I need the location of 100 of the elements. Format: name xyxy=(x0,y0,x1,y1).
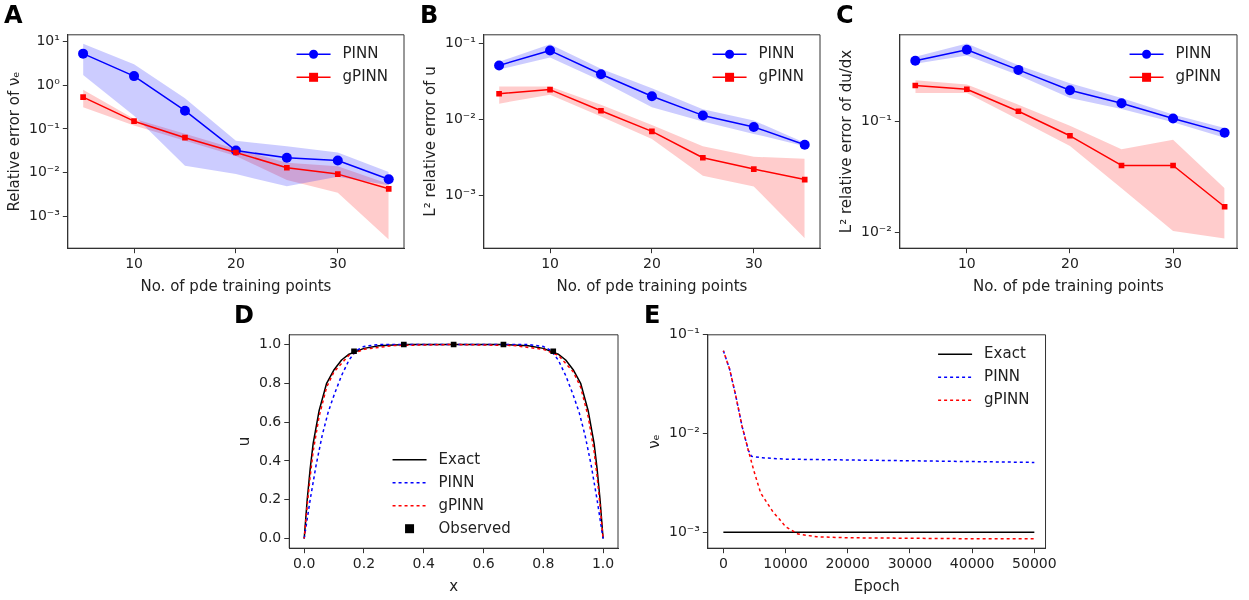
y-tick-label: 10⁻³ xyxy=(444,185,476,202)
x-tick-label: 10 xyxy=(541,255,559,272)
point xyxy=(1219,127,1230,138)
y-tick-label: 10⁻¹ xyxy=(444,33,476,50)
point xyxy=(80,94,86,100)
chart-title: E xyxy=(644,300,661,329)
y-axis-title: L² relative error of du/dx xyxy=(836,49,855,234)
point xyxy=(1116,98,1127,109)
point xyxy=(494,60,505,71)
point xyxy=(964,86,970,93)
y-tick-label: 10⁻² xyxy=(860,222,892,239)
legend-label: PINN xyxy=(342,44,379,63)
legend-label: gPINN xyxy=(758,67,805,86)
x-tick-label: 30 xyxy=(328,255,347,272)
point xyxy=(595,69,606,80)
x-tick-label: 50000 xyxy=(1012,555,1057,572)
y-tick-label: 10⁻¹ xyxy=(28,119,60,136)
x-tick-label: 20000 xyxy=(825,555,871,572)
point xyxy=(383,174,394,185)
y-tick-label: 0.4 xyxy=(259,451,282,468)
point xyxy=(496,90,502,97)
y-tick-label: 10⁻² xyxy=(668,424,700,441)
chart-title: A xyxy=(4,0,23,29)
y-tick-label: 0.2 xyxy=(259,490,282,507)
y-tick-label: 0.6 xyxy=(259,412,282,429)
point xyxy=(1064,85,1075,96)
legend-label: Exact xyxy=(984,344,1026,363)
x-tick-label: 0.8 xyxy=(532,555,555,572)
point xyxy=(1221,203,1228,210)
point xyxy=(799,139,810,150)
legend-label: PINN xyxy=(758,44,795,63)
x-axis-title: No. of pde training points xyxy=(140,276,332,295)
y-tick-label: 10⁻² xyxy=(444,109,476,126)
point xyxy=(182,134,188,141)
point xyxy=(748,121,759,132)
point xyxy=(1170,162,1176,169)
x-axis-title: Epoch xyxy=(853,576,900,595)
legend-label: Observed xyxy=(438,518,511,537)
legend-label: gPINN xyxy=(1175,67,1222,86)
y-tick-label: 10⁻³ xyxy=(668,522,700,539)
point xyxy=(910,55,921,66)
legend-label: gPINN xyxy=(984,390,1030,409)
point xyxy=(1168,113,1179,124)
x-tick-label: 10 xyxy=(957,255,976,272)
y-axis-title: νₑ xyxy=(644,434,663,449)
point xyxy=(334,171,341,177)
chart-title: B xyxy=(420,0,439,29)
point xyxy=(1013,64,1024,75)
x-axis-title: x xyxy=(449,576,459,595)
chart-title: C xyxy=(836,0,854,29)
x-tick-label: 20 xyxy=(642,255,661,272)
legend-label: PINN xyxy=(1175,44,1212,63)
point xyxy=(284,164,290,171)
legend-label: PINN xyxy=(984,367,1021,386)
y-tick-label: 10⁻¹ xyxy=(860,111,892,128)
point xyxy=(801,176,808,183)
y-tick-label: 0.8 xyxy=(259,373,282,390)
legend-label: PINN xyxy=(438,472,475,491)
point xyxy=(697,110,708,121)
x-tick-label: 30 xyxy=(1164,255,1182,272)
point xyxy=(750,166,757,172)
x-tick-label: 30 xyxy=(744,255,763,272)
y-tick-label: 10⁰ xyxy=(36,75,61,92)
y-axis-title: Relative error of νₑ xyxy=(4,71,23,212)
x-tick-label: 0.0 xyxy=(293,555,316,572)
y-tick-label: 10¹ xyxy=(36,31,60,48)
point xyxy=(131,118,137,124)
x-tick-label: 1.0 xyxy=(591,555,615,572)
x-tick-label: 0 xyxy=(718,555,728,572)
point xyxy=(649,128,655,135)
legend-label: gPINN xyxy=(438,495,484,514)
point xyxy=(179,105,190,116)
x-tick-label: 0.2 xyxy=(352,555,376,572)
y-tick-label: 10⁻¹ xyxy=(668,325,700,342)
point xyxy=(545,45,556,56)
y-tick-label: 0.0 xyxy=(259,529,282,546)
x-tick-label: 20 xyxy=(226,255,245,272)
point xyxy=(1067,132,1073,139)
legend-label: Exact xyxy=(438,449,481,468)
point xyxy=(233,149,239,156)
point xyxy=(385,185,392,192)
point xyxy=(646,91,657,102)
y-tick-label: 10⁻² xyxy=(28,163,60,180)
y-axis-title: u xyxy=(234,436,253,447)
x-axis-title: No. of pde training points xyxy=(556,276,748,295)
legend-label: gPINN xyxy=(342,67,389,86)
x-tick-label: 20 xyxy=(1061,255,1079,272)
x-tick-label: 0.4 xyxy=(412,555,435,572)
y-tick-label: 1.0 xyxy=(259,335,282,352)
point xyxy=(598,107,604,114)
x-tick-label: 10000 xyxy=(763,555,808,572)
x-tick-label: 30000 xyxy=(887,555,933,572)
point xyxy=(1015,108,1022,115)
x-tick-label: 0.6 xyxy=(472,555,495,572)
point xyxy=(332,155,343,166)
y-axis-title: L² relative error of u xyxy=(420,66,439,217)
x-tick-label: 40000 xyxy=(949,555,995,572)
point xyxy=(78,48,89,59)
point xyxy=(129,71,140,82)
point xyxy=(961,44,972,55)
